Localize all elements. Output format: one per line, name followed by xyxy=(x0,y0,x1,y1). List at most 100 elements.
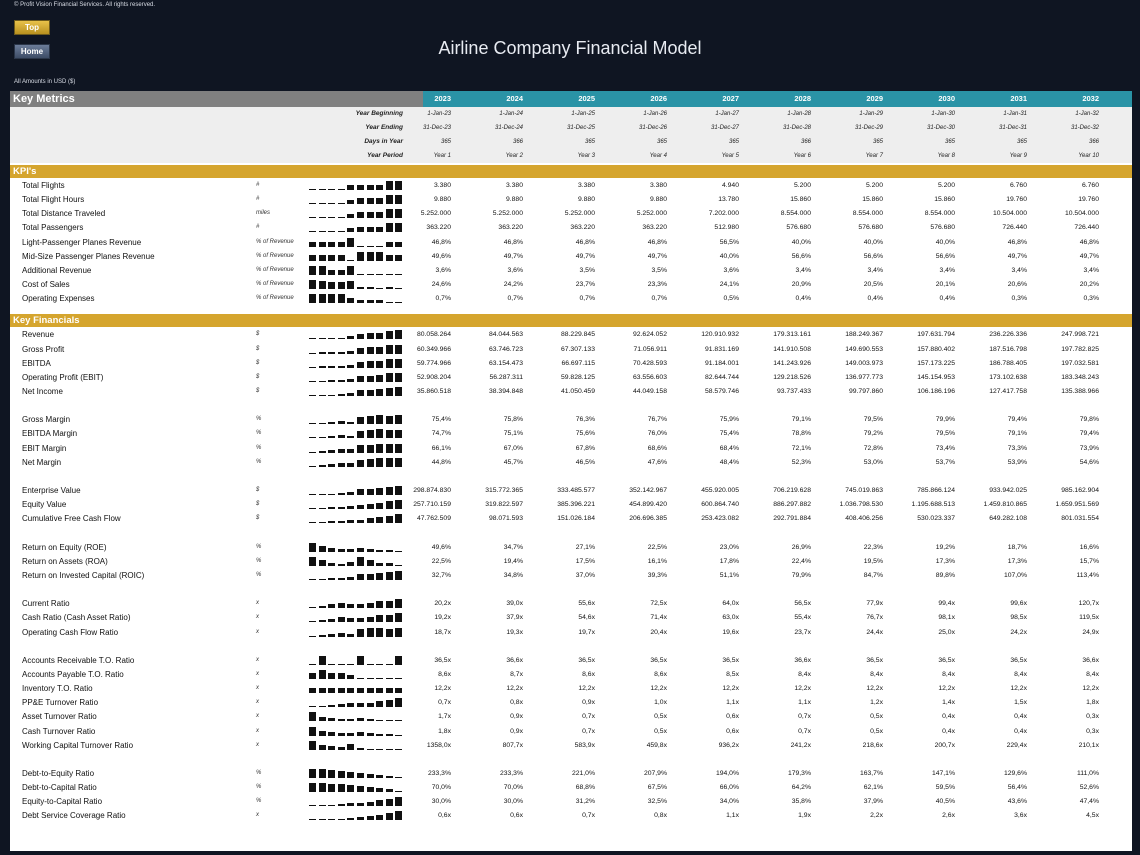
metric-value: 5.200 xyxy=(865,182,883,189)
sparkline-bar xyxy=(318,464,326,467)
sparkline-bar xyxy=(366,702,374,708)
sparkline-bar xyxy=(318,294,326,304)
sparkline-bar xyxy=(328,562,336,566)
sparkline-bar xyxy=(385,789,393,793)
metric-value: 17,3% xyxy=(935,557,955,565)
sparkline-bar xyxy=(357,459,364,467)
metric-value: 36,6x xyxy=(1082,656,1099,664)
sparkline-bar xyxy=(357,347,364,354)
metric-value: 583,9x xyxy=(574,741,595,749)
metric-value: 79,9% xyxy=(791,571,811,579)
sparkline-bar xyxy=(357,816,364,821)
metric-value: 0,9x xyxy=(510,713,523,721)
sparkline-bar xyxy=(309,712,316,722)
sparkline-bar xyxy=(347,506,355,510)
sparkline-bar xyxy=(385,330,393,340)
sparkline-bar xyxy=(347,364,355,368)
sparkline xyxy=(309,697,405,708)
sparkline-bar xyxy=(385,813,393,821)
sparkline-bar xyxy=(376,184,384,190)
sparkline-bar xyxy=(309,621,316,623)
metric-value: 9.880 xyxy=(649,196,667,204)
metric-value: 408.406.256 xyxy=(845,515,883,523)
metric-value: 40,0% xyxy=(863,238,883,246)
metric-label: Debt Service Coverage Ratio xyxy=(22,811,126,821)
period-value: Year 1 xyxy=(433,153,451,159)
sparkline-bar xyxy=(337,603,345,609)
sparkline-bar xyxy=(385,571,393,580)
metric-value: 197.782.825 xyxy=(1061,345,1099,353)
sparkline-bar xyxy=(376,562,384,566)
metric-value: 9.880 xyxy=(433,196,451,204)
sparkline-bar xyxy=(318,669,326,679)
metric-value: 10.504.000 xyxy=(1064,210,1099,218)
metric-value: 84.044.563 xyxy=(488,331,523,339)
sparkline-bar xyxy=(309,688,316,694)
home-button[interactable]: Home xyxy=(14,44,50,59)
metric-value: 1,2x xyxy=(870,699,883,707)
metric-value: 12,2x xyxy=(650,685,667,693)
sparkline-bar xyxy=(376,212,384,219)
metric-value: 785.866.124 xyxy=(917,487,955,494)
metric-value: 179,3% xyxy=(787,770,811,777)
sparkline xyxy=(309,180,405,190)
sparkline-bar xyxy=(337,231,345,233)
metric-value: 0,7x xyxy=(582,812,595,820)
metric-value: 9.880 xyxy=(577,196,595,204)
metric-unit: % xyxy=(256,557,262,564)
metric-value: 292.791.884 xyxy=(773,515,811,523)
period-row-label: Year Ending xyxy=(365,124,403,131)
sparkline-bar xyxy=(309,189,316,190)
metric-value: 0,4x xyxy=(942,713,955,721)
sparkline-bar xyxy=(337,719,345,722)
metric-value: 5.252.000 xyxy=(564,210,595,218)
sparkline-bar xyxy=(318,242,326,247)
metric-value: 77,9x xyxy=(866,600,883,608)
metric-label: EBIT Margin xyxy=(22,443,67,453)
metric-value: 936,2x xyxy=(718,741,739,749)
metric-value: 233,3% xyxy=(427,770,451,777)
sparkline-bar xyxy=(385,663,393,665)
sparkline-bar xyxy=(376,748,384,750)
period-value: 31-Dec-32 xyxy=(1070,125,1099,131)
sparkline-bar xyxy=(366,198,374,205)
page-title: Airline Company Financial Model xyxy=(438,38,702,58)
sparkline-bar xyxy=(328,507,336,510)
metric-value: 19,2x xyxy=(434,614,451,622)
metric-value: 16,1% xyxy=(647,557,667,565)
sparkline-bar xyxy=(366,226,374,233)
year-header-cell: 2025 xyxy=(578,94,595,103)
sparkline-bar xyxy=(309,366,316,368)
metric-value: 36,6x xyxy=(506,656,523,664)
metric-value: 17,3% xyxy=(1007,557,1027,565)
sparkline-bar xyxy=(395,677,403,679)
metric-value: 10.504.000 xyxy=(992,210,1027,218)
metric-value: 0,4% xyxy=(867,295,884,303)
sparkline-bar xyxy=(337,269,345,275)
metric-unit: $ xyxy=(256,359,260,366)
sparkline-bar xyxy=(309,231,316,233)
top-button[interactable]: Top xyxy=(14,20,50,35)
sparkline-bar xyxy=(366,444,374,453)
period-value: 365 xyxy=(728,139,739,145)
sparkline-bar xyxy=(337,520,345,524)
amounts-note: All Amounts in USD ($) xyxy=(14,79,76,85)
metric-value: 46,8% xyxy=(503,238,523,246)
metric-unit: % of Revenue xyxy=(256,281,294,288)
sparkline-bar xyxy=(376,734,384,736)
sparkline-bar xyxy=(337,663,345,665)
period-value: 365 xyxy=(440,139,451,145)
metric-value: 6.760 xyxy=(1009,182,1027,189)
sparkline xyxy=(309,499,405,510)
metric-label: Current Ratio xyxy=(22,599,70,609)
sparkline-bar xyxy=(337,217,345,219)
sparkline-bar xyxy=(395,811,403,821)
metric-value: 4,5x xyxy=(1086,812,1099,820)
sparkline-bar xyxy=(318,819,326,821)
metric-value: 129.218.526 xyxy=(773,373,811,381)
metric-unit: $ xyxy=(256,331,260,338)
metric-value: 179.313.161 xyxy=(773,331,811,339)
sparkline xyxy=(309,711,405,722)
metric-value: 3,6x xyxy=(1014,812,1027,820)
sparkline-bar xyxy=(376,549,384,552)
